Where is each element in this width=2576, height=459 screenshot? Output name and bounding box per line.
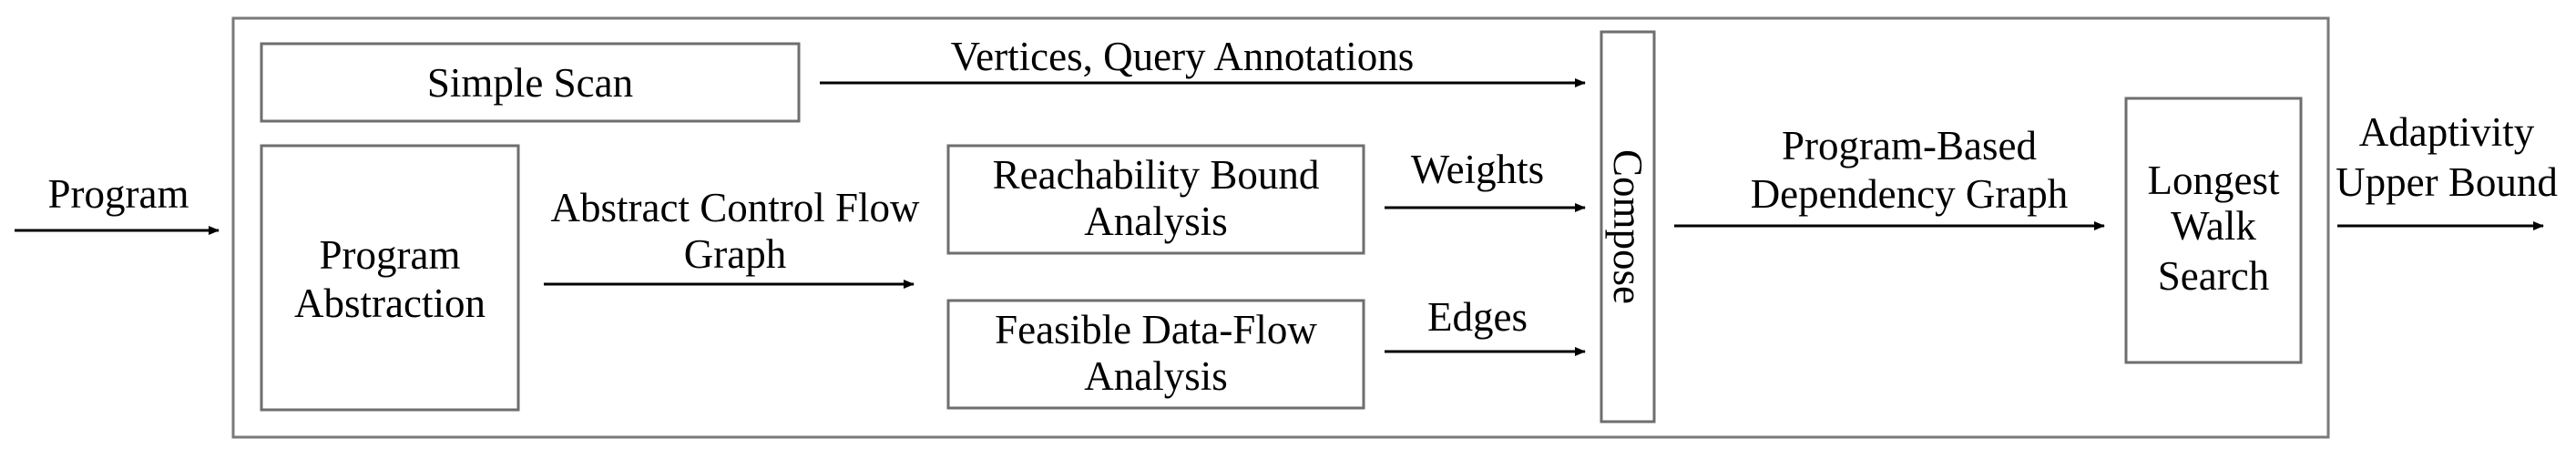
simple-scan-box: [260, 42, 801, 123]
acfg-label-line2: Graph: [684, 231, 786, 277]
program-abstraction-box: [260, 144, 520, 412]
longest-walk-label-line3: Search: [2158, 253, 2269, 299]
outer-frame: [231, 16, 2330, 439]
feasible-label-line1: Feasible Data-Flow: [995, 307, 1317, 352]
acfg-label-line1: Abstract Control Flow: [551, 185, 920, 230]
pbdg-label-line2: Dependency Graph: [1751, 171, 2069, 217]
weights-label: Weights: [1411, 147, 1544, 192]
edges-label: Edges: [1427, 294, 1528, 340]
adaptivity-label-line1: Adaptivity: [2359, 109, 2535, 155]
feasible-box: [946, 299, 1365, 410]
program-abstraction-label-line2: Abstraction: [294, 280, 486, 326]
vertices-query-label: Vertices, Query Annotations: [951, 34, 1415, 79]
reachability-box: [946, 144, 1365, 255]
reachability-label-line1: Reachability Bound: [993, 152, 1320, 198]
compose-label: Compose: [1605, 149, 1651, 304]
longest-walk-box: [2124, 97, 2303, 364]
adaptivity-label-line2: Upper Bound: [2336, 159, 2558, 205]
simple-scan-label: Simple Scan: [427, 60, 633, 106]
reachability-label-line2: Analysis: [1084, 199, 1228, 244]
compose-box: [1600, 30, 1656, 423]
feasible-label-line2: Analysis: [1084, 353, 1228, 399]
program-abstraction-label-line1: Program: [320, 232, 461, 278]
program-label: Program: [48, 171, 189, 217]
pbdg-label-line1: Program-Based: [1782, 123, 2037, 168]
longest-walk-label-line1: Longest: [2148, 158, 2280, 203]
longest-walk-label-line2: Walk: [2171, 203, 2256, 249]
